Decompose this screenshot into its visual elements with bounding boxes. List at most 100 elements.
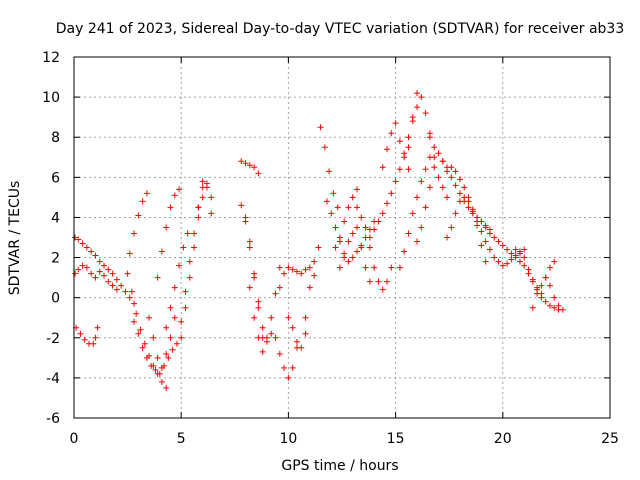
data-point [92,334,99,341]
data-point [105,278,112,285]
data-point [122,288,129,295]
series-track-16 [246,264,283,355]
data-point [321,144,328,151]
data-point [101,272,108,279]
data-point [302,266,309,273]
data-point [96,268,103,275]
data-point [362,264,369,271]
series-track-07 [146,314,178,371]
data-point [171,192,178,199]
data-point [516,258,523,265]
data-point [478,218,485,225]
data-point [92,252,99,259]
data-point [452,210,459,217]
data-point [96,258,103,265]
data-point [388,130,395,137]
data-point [366,244,373,251]
x-axis-title: GPS time / hours [281,458,398,474]
data-point [285,314,292,321]
data-point [139,344,146,351]
data-point [439,158,446,165]
data-point [255,334,262,341]
data-point [405,144,412,151]
data-point [379,164,386,171]
data-point [259,348,266,355]
data-point [238,202,245,209]
data-point [546,302,553,309]
data-point [478,228,485,235]
data-point [345,238,352,245]
data-point [167,304,174,311]
y-tick-label: 8 [51,130,60,146]
data-point [452,168,459,175]
data-point [191,244,198,251]
x-tick-labels: 0 5 10 15 20 25 [70,431,619,447]
data-point [293,338,300,345]
data-point [456,176,463,183]
series-track-15 [242,214,275,345]
data-point [163,224,170,231]
data-point [439,184,446,191]
data-point [263,334,270,341]
data-point [349,254,356,261]
data-point [311,258,318,265]
chart-title: Day 241 of 2023, Sidereal Day-to-day VTE… [56,21,625,37]
data-point [281,270,288,277]
data-point [242,214,249,221]
data-point [375,278,382,285]
data-point [328,210,335,217]
data-point [105,266,112,273]
data-point [186,258,193,265]
data-point [298,270,305,277]
data-point [546,264,553,271]
series-track-24 [336,224,373,285]
data-point [246,244,253,251]
data-point [167,334,174,341]
data-point [154,274,161,281]
data-point [358,244,365,251]
data-point [203,180,210,187]
data-point [482,222,489,229]
data-point [139,198,146,205]
series-track-27 [379,120,412,173]
x-tick-label: 5 [177,431,186,447]
data-point [251,164,258,171]
data-point [349,230,356,237]
data-point [289,324,296,331]
y-tick-label: 2 [51,251,60,267]
data-point [431,154,438,161]
data-point [384,200,391,207]
data-point [379,210,386,217]
series-track-20 [302,244,322,321]
data-point [302,314,309,321]
data-point [146,314,153,321]
series-track-06 [131,318,185,377]
series-track-14 [238,202,266,341]
data-point [358,214,365,221]
data-point [276,264,283,271]
data-point [143,190,150,197]
data-point [405,166,412,173]
data-point [546,282,553,289]
data-point [242,160,249,167]
data-point [251,270,258,277]
data-point [521,254,528,261]
data-point [529,304,536,311]
data-point [191,230,198,237]
data-point [72,234,79,241]
data-point [131,318,138,325]
data-point [276,350,283,357]
data-point [135,330,142,337]
data-point [555,302,562,309]
data-point [354,204,361,211]
data-point [285,374,292,381]
data-point [551,258,558,265]
data-point [349,194,356,201]
x-tick-label: 25 [601,431,619,447]
data-point [504,260,511,267]
data-point [345,204,352,211]
data-point [208,210,215,217]
data-point [315,244,322,251]
data-point [158,248,165,255]
series-track-03 [73,324,101,347]
